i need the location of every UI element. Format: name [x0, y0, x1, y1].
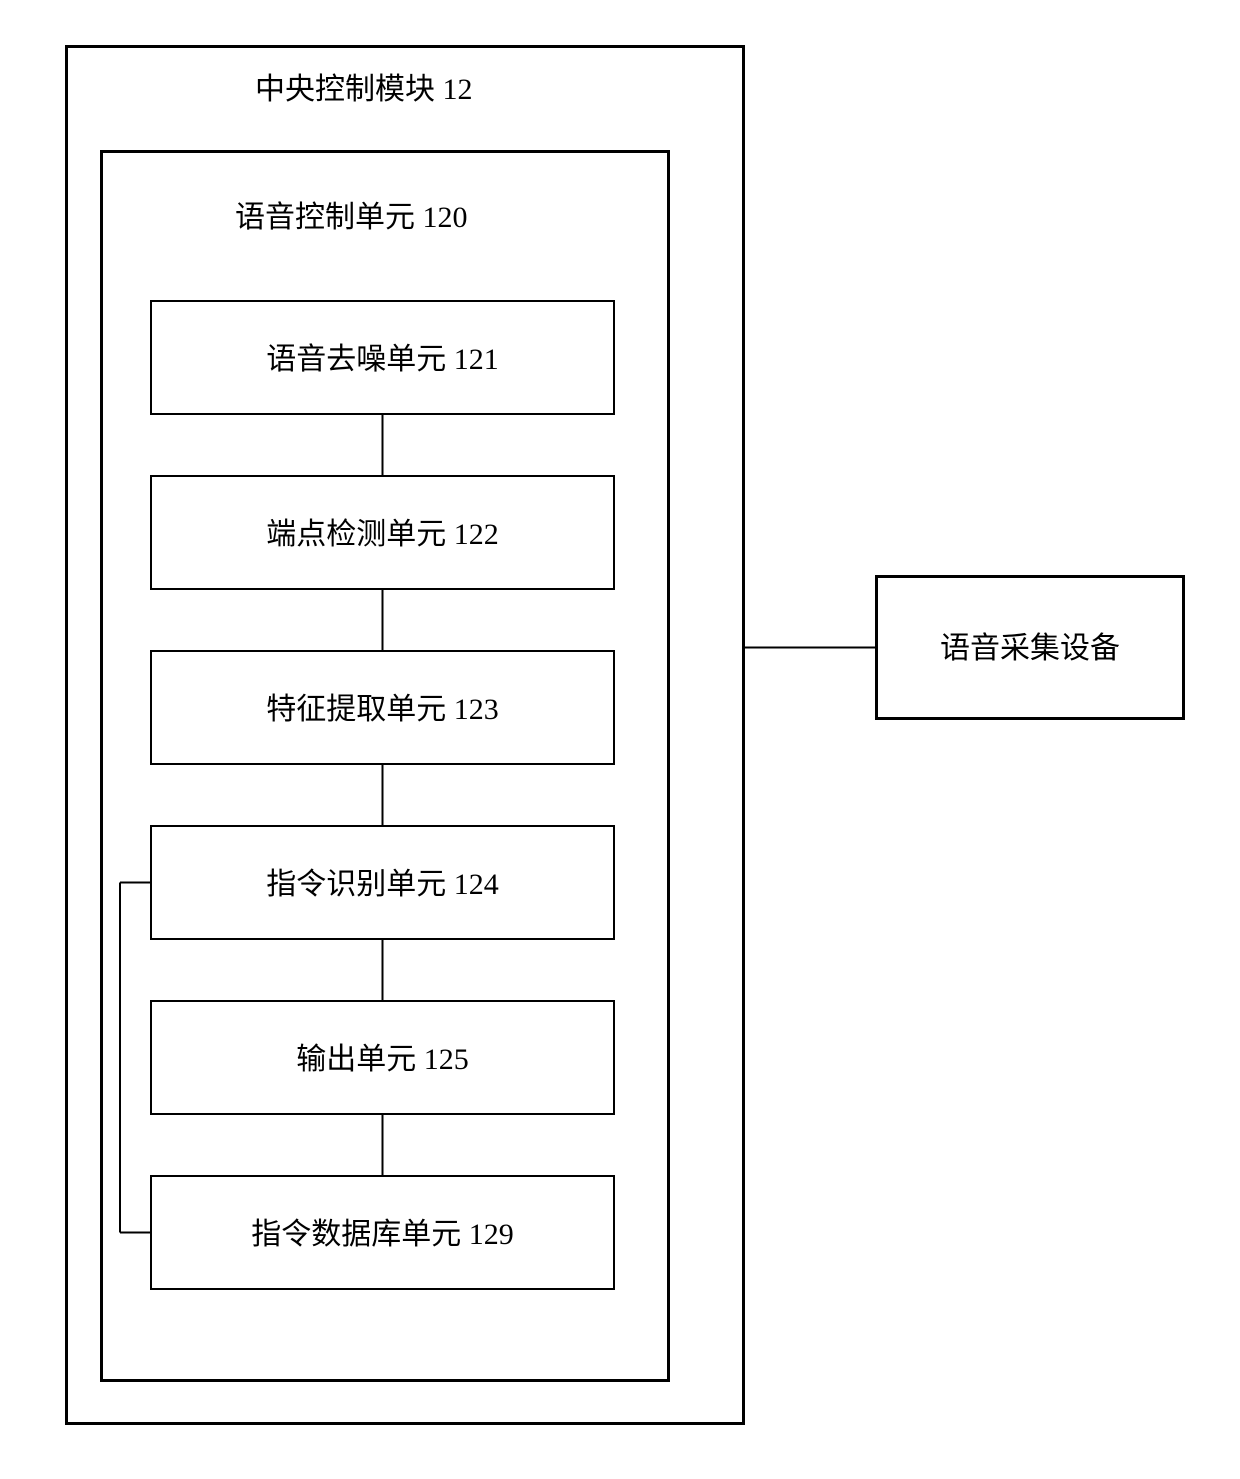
diagram-canvas: 中央控制模块 12 语音控制单元 120 语音去噪单元 121端点检测单元 12…: [0, 0, 1240, 1479]
connectors-layer: [0, 0, 1240, 1479]
